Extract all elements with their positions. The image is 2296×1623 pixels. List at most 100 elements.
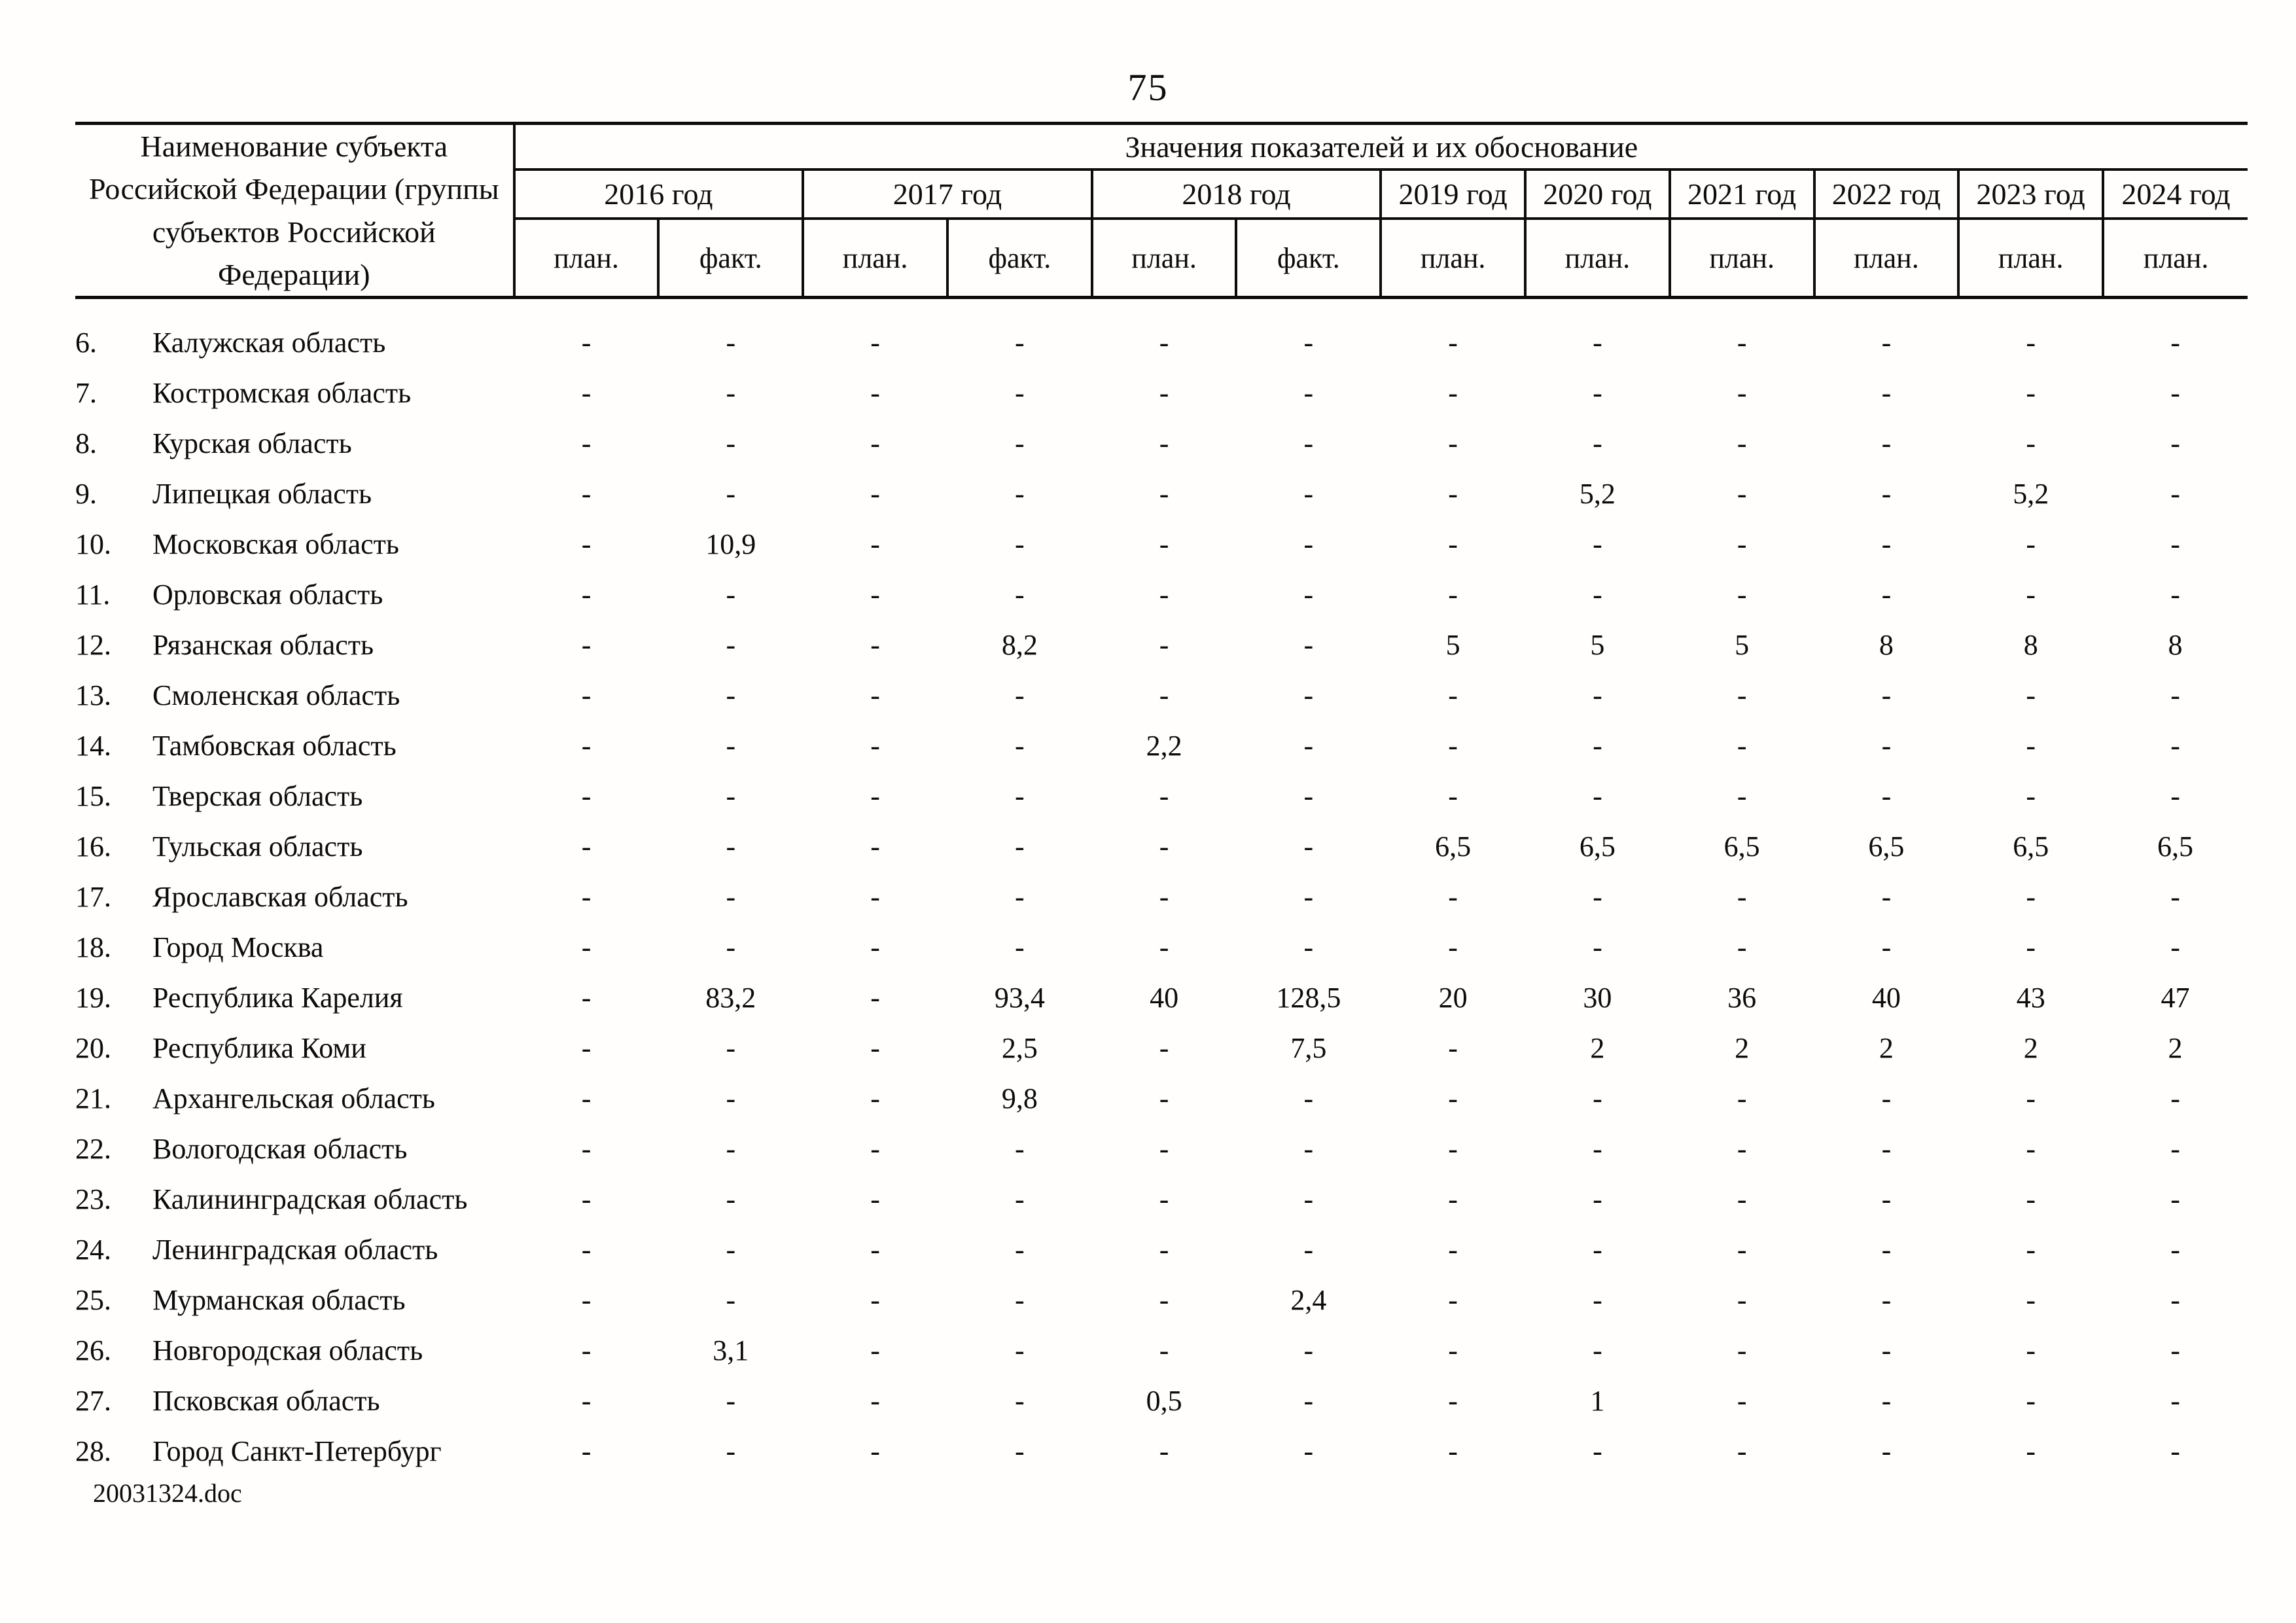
value-cell: - bbox=[726, 1082, 736, 1115]
value-cell: - bbox=[1159, 1334, 1169, 1367]
table-row: 22. Вологодская область - - - - - - - - - - - - bbox=[75, 1124, 2248, 1174]
subheader-fact: факт. bbox=[945, 219, 1093, 300]
value-cell: - bbox=[2170, 730, 2180, 762]
value-cell: - bbox=[1881, 881, 1892, 914]
value-cell: - bbox=[1015, 679, 1025, 712]
value-cell: - bbox=[1448, 881, 1458, 914]
value-cell: - bbox=[1159, 1435, 1169, 1468]
value-cell: 7,5 bbox=[1290, 1032, 1327, 1065]
value-cell: - bbox=[726, 1183, 736, 1216]
value-cell: 1 bbox=[1590, 1385, 1605, 1418]
value-cell: - bbox=[1448, 1183, 1458, 1216]
value-cell: - bbox=[1737, 528, 1747, 561]
value-cell: - bbox=[2170, 1435, 2180, 1468]
value-cell: - bbox=[2170, 1234, 2180, 1266]
value-cell: - bbox=[1881, 327, 1892, 359]
value-cell: - bbox=[1303, 579, 1314, 611]
value-cell: - bbox=[1159, 579, 1169, 611]
value-cell: - bbox=[1159, 1284, 1169, 1317]
value-cell: - bbox=[2170, 1334, 2180, 1367]
row-number: 15. bbox=[75, 780, 111, 813]
value-cell: 2 bbox=[1735, 1032, 1750, 1065]
value-cell: - bbox=[1015, 478, 1025, 510]
value-cell: 40 bbox=[1150, 982, 1179, 1014]
page-number: 75 bbox=[1127, 66, 1169, 109]
region-name: Московская область bbox=[152, 528, 399, 561]
value-cell: - bbox=[1303, 1133, 1314, 1166]
region-name: Рязанская область bbox=[152, 629, 374, 662]
row-number: 11. bbox=[75, 579, 111, 611]
value-cell: - bbox=[1015, 528, 1025, 561]
table-row: 27. Псковская область - - - - 0,5 - - 1 - - - - bbox=[75, 1376, 2248, 1426]
subheader-fact: факт. bbox=[657, 219, 805, 300]
table-row: 16. Тульская область - - - - - - 6,5 6,5 6,5 6,5 6,5… bbox=[75, 821, 2248, 872]
value-cell: - bbox=[1737, 427, 1747, 460]
subheader-plan: план. bbox=[1812, 219, 1960, 300]
value-cell: - bbox=[1159, 1133, 1169, 1166]
region-name: Республика Коми bbox=[152, 1032, 366, 1065]
table-row: 20. Республика Коми - - - 2,5 - 7,5 - 2 2 2 2 2 bbox=[75, 1023, 2248, 1073]
value-cell: 2,4 bbox=[1290, 1284, 1327, 1317]
value-cell: - bbox=[2170, 1284, 2180, 1317]
value-cell: - bbox=[726, 377, 736, 410]
value-cell: - bbox=[1737, 478, 1747, 510]
value-cell: - bbox=[1303, 478, 1314, 510]
value-cell: - bbox=[1881, 1385, 1892, 1418]
value-cell: - bbox=[1737, 579, 1747, 611]
row-number: 21. bbox=[75, 1082, 111, 1115]
region-name: Калужская область bbox=[152, 327, 386, 359]
table-row: 24. Ленинградская область - - - - - - - - - - - - bbox=[75, 1224, 2248, 1275]
value-cell: - bbox=[1593, 881, 1602, 914]
value-cell: 30 bbox=[1583, 982, 1612, 1014]
value-cell: - bbox=[581, 629, 592, 662]
region-name-cell: 14. Тамбовская область bbox=[75, 721, 514, 771]
value-cell: - bbox=[870, 427, 880, 460]
value-cell: - bbox=[726, 1234, 736, 1266]
value-cell: - bbox=[581, 780, 592, 813]
region-name: Курская область bbox=[152, 427, 352, 460]
value-cell: - bbox=[581, 679, 592, 712]
value-cell: - bbox=[1593, 1334, 1602, 1367]
value-cell: - bbox=[1448, 1334, 1458, 1367]
value-cell: - bbox=[870, 528, 880, 561]
value-cell: - bbox=[1881, 1234, 1892, 1266]
value-cell: - bbox=[870, 579, 880, 611]
value-cell: - bbox=[1593, 377, 1602, 410]
value-cell: - bbox=[1159, 528, 1169, 561]
value-cell: - bbox=[2026, 528, 2036, 561]
value-cell: - bbox=[2026, 1284, 2036, 1317]
value-cell: - bbox=[1448, 528, 1458, 561]
table-row: 8. Курская область - - - - - - - - - - - - bbox=[75, 418, 2248, 469]
value-cell: - bbox=[726, 931, 736, 964]
region-name: Вологодская область bbox=[152, 1133, 408, 1166]
value-cell: - bbox=[1448, 579, 1458, 611]
value-cell: - bbox=[2026, 780, 2036, 813]
value-cell: - bbox=[2026, 579, 2036, 611]
value-cell: - bbox=[1737, 679, 1747, 712]
value-cell: - bbox=[581, 982, 592, 1014]
value-cell: - bbox=[1737, 377, 1747, 410]
value-cell: - bbox=[1593, 427, 1602, 460]
subheader-plan: план. bbox=[512, 219, 660, 300]
value-cell: - bbox=[1593, 730, 1602, 762]
value-cell: - bbox=[1015, 881, 1025, 914]
table-row: 17. Ярославская область - - - - - - - - - - - - bbox=[75, 872, 2248, 922]
value-cell: - bbox=[1159, 1234, 1169, 1266]
table-row: 6. Калужская область - - - - - - - - - - - - bbox=[75, 298, 2248, 368]
year-header: 2019 год bbox=[1379, 169, 1527, 221]
value-cell: - bbox=[2026, 931, 2036, 964]
value-cell: - bbox=[1593, 528, 1602, 561]
value-cell: - bbox=[726, 1385, 736, 1418]
region-name-cell: 26. Новгородская область bbox=[75, 1325, 514, 1376]
row-number: 25. bbox=[75, 1284, 111, 1317]
value-cell: - bbox=[1159, 629, 1169, 662]
value-cell: - bbox=[581, 528, 592, 561]
value-cell: - bbox=[2026, 1082, 2036, 1115]
value-cell: - bbox=[581, 1032, 592, 1065]
subheader-plan: план. bbox=[1524, 219, 1671, 300]
region-name: Город Санкт-Петербург bbox=[152, 1435, 442, 1468]
year-header: 2023 год bbox=[1957, 169, 2105, 221]
value-cell: - bbox=[1737, 931, 1747, 964]
value-cell: 5 bbox=[1735, 629, 1750, 662]
value-cell: - bbox=[1015, 327, 1025, 359]
